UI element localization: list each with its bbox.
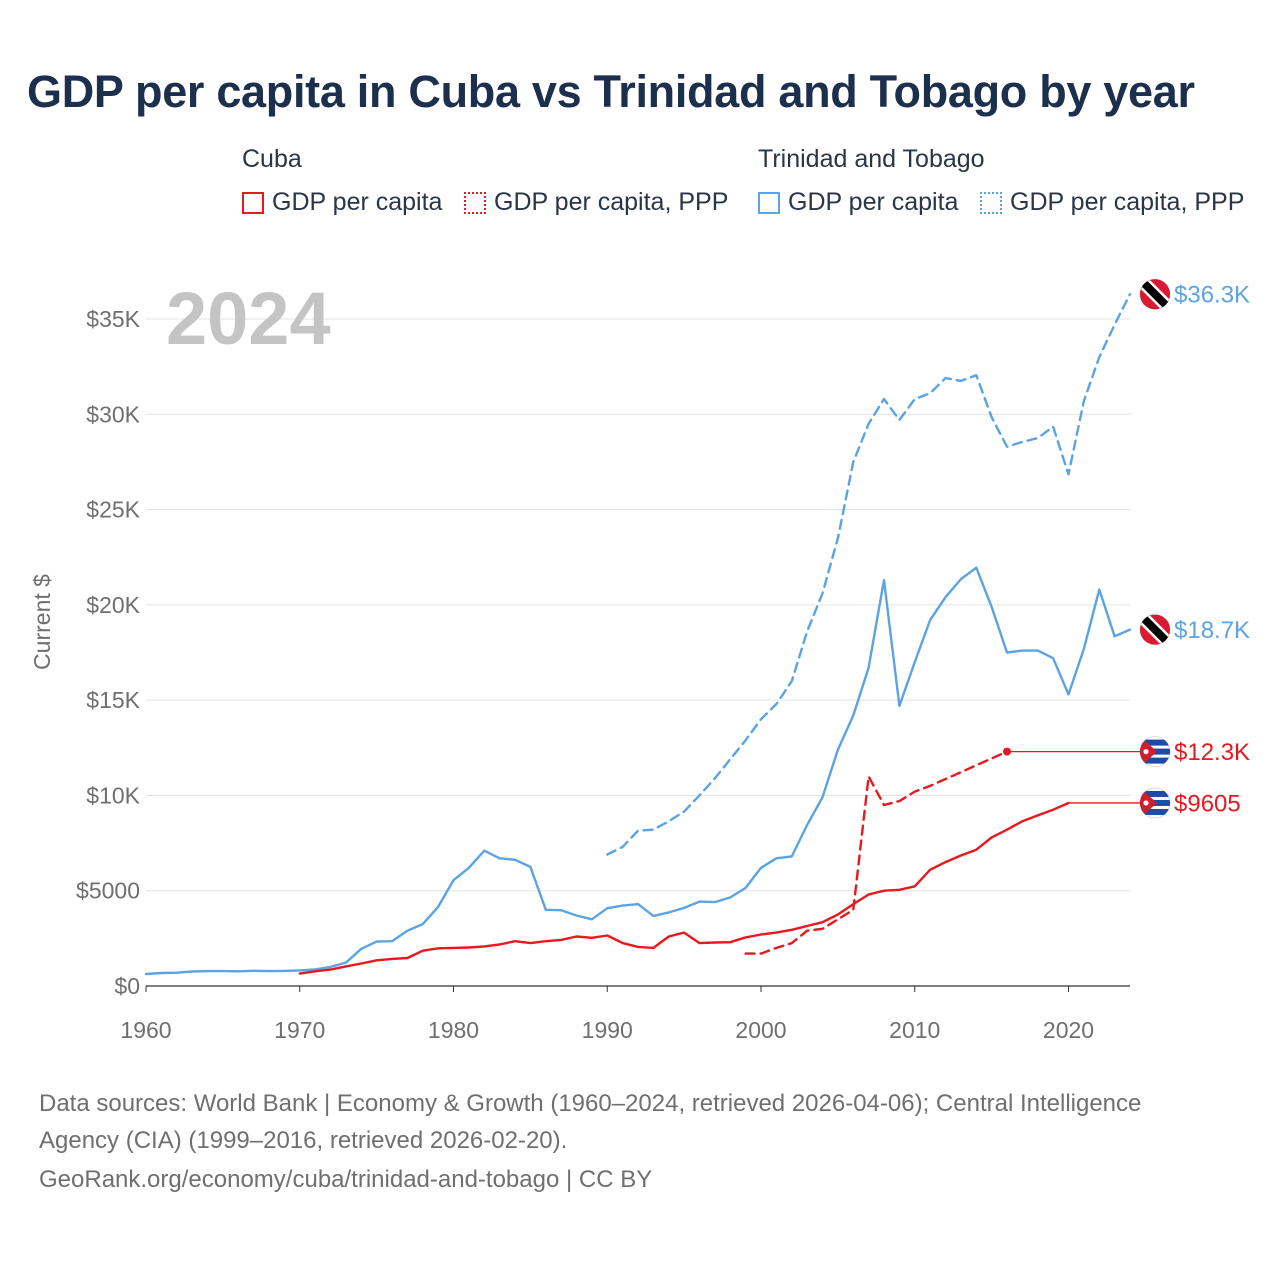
legend-label: GDP per capita bbox=[272, 188, 443, 216]
end-value-label: $18.7K bbox=[1174, 617, 1250, 644]
line-chart: 2024 $0 $5000 $10K $15K $20K $25K $30K $35K 1960… bbox=[29, 277, 1250, 1043]
x-tick-label: 2020 bbox=[1043, 1017, 1094, 1043]
legend-label: GDP per capita, PPP bbox=[494, 188, 729, 216]
footer-sources-line1: Data sources: World Bank | Economy & Gro… bbox=[39, 1090, 1142, 1117]
flag-stripe-blue bbox=[1140, 757, 1170, 764]
y-tick-label: $15K bbox=[86, 687, 140, 713]
y-tick-label: $10K bbox=[86, 782, 140, 808]
legend-item-tt-gdp-ppp[interactable]: GDP per capita, PPP bbox=[980, 188, 1244, 217]
legend-swatch-dotted-red bbox=[464, 191, 486, 214]
legend-item-tt-gdp[interactable]: GDP per capita bbox=[758, 188, 958, 217]
series-line bbox=[744, 750, 1009, 955]
series-line bbox=[606, 293, 1132, 856]
legend-swatch-dotted-blue bbox=[980, 191, 1002, 214]
legend-group-title-cuba: Cuba bbox=[242, 145, 302, 173]
legend-label: GDP per capita bbox=[788, 188, 959, 216]
end-value-label: $9605 bbox=[1174, 790, 1241, 817]
cuba-flag-icon bbox=[1139, 787, 1171, 819]
chart-title: GDP per capita in Cuba vs Trinidad and T… bbox=[27, 66, 1195, 117]
x-tick-label: 1990 bbox=[582, 1017, 633, 1043]
legend-group-title-tt: Trinidad and Tobago bbox=[758, 145, 985, 173]
flag-outline bbox=[1139, 736, 1171, 768]
flag-stripe-blue bbox=[1140, 808, 1170, 815]
series-line bbox=[144, 566, 1132, 976]
trinidad-flag-icon bbox=[1139, 278, 1171, 310]
legend-label: GDP per capita, PPP bbox=[1010, 188, 1245, 216]
year-watermark: 2024 bbox=[166, 277, 331, 360]
legend-swatch-solid-red bbox=[242, 191, 264, 214]
x-tick-label: 2010 bbox=[889, 1017, 940, 1043]
x-tick-label: 1960 bbox=[120, 1017, 171, 1043]
flag-body bbox=[1140, 736, 1170, 767]
flag-body bbox=[1140, 614, 1170, 645]
y-tick-label: $5000 bbox=[76, 878, 140, 904]
legend-item-cuba-gdp-ppp[interactable]: GDP per capita, PPP bbox=[464, 188, 728, 217]
y-tick-label: $30K bbox=[86, 401, 140, 427]
legend-swatch-solid-blue bbox=[758, 191, 780, 214]
flag-stripe-blue bbox=[1140, 790, 1170, 797]
x-tick-label: 2000 bbox=[735, 1017, 786, 1043]
footer-link[interactable]: GeoRank.org/economy/cuba/trinidad-and-to… bbox=[39, 1166, 653, 1193]
y-tick-label: $0 bbox=[114, 973, 140, 999]
y-tick-label: $20K bbox=[86, 592, 140, 618]
y-axis-label: Current $ bbox=[29, 574, 55, 670]
flag-body bbox=[1140, 279, 1170, 310]
flag-outline bbox=[1139, 614, 1171, 646]
flag-star bbox=[1143, 748, 1149, 755]
end-labels: $36.3K $18.7K $12.3K $9605 bbox=[1003, 278, 1250, 819]
flag-star bbox=[1143, 800, 1149, 806]
flag-stripe-blue bbox=[1140, 739, 1170, 746]
grid-lines bbox=[146, 318, 1130, 892]
end-dot bbox=[1003, 747, 1011, 756]
series-line bbox=[298, 801, 1070, 975]
end-value-label: $12.3K bbox=[1174, 739, 1250, 766]
legend-item-cuba-gdp[interactable]: GDP per capita bbox=[242, 188, 442, 217]
flag-body bbox=[1140, 787, 1170, 818]
x-tick-label: 1970 bbox=[274, 1017, 325, 1043]
footer-sources-line2: Agency (CIA) (1999–2016, retrieved 2026-… bbox=[39, 1127, 568, 1154]
x-tick-label: 1980 bbox=[428, 1017, 479, 1043]
cuba-flag-icon bbox=[1139, 736, 1171, 768]
end-value-label: $36.3K bbox=[1174, 282, 1250, 309]
trinidad-flag-icon bbox=[1139, 614, 1171, 646]
flag-outline bbox=[1139, 278, 1171, 310]
y-tick-label: $25K bbox=[86, 497, 140, 523]
flag-outline bbox=[1139, 787, 1171, 819]
y-tick-label: $35K bbox=[86, 306, 140, 332]
series-lines bbox=[144, 293, 1132, 976]
axes: $0 $5000 $10K $15K $20K $25K $30K $35K 1960 1970 1… bbox=[76, 306, 1130, 1043]
